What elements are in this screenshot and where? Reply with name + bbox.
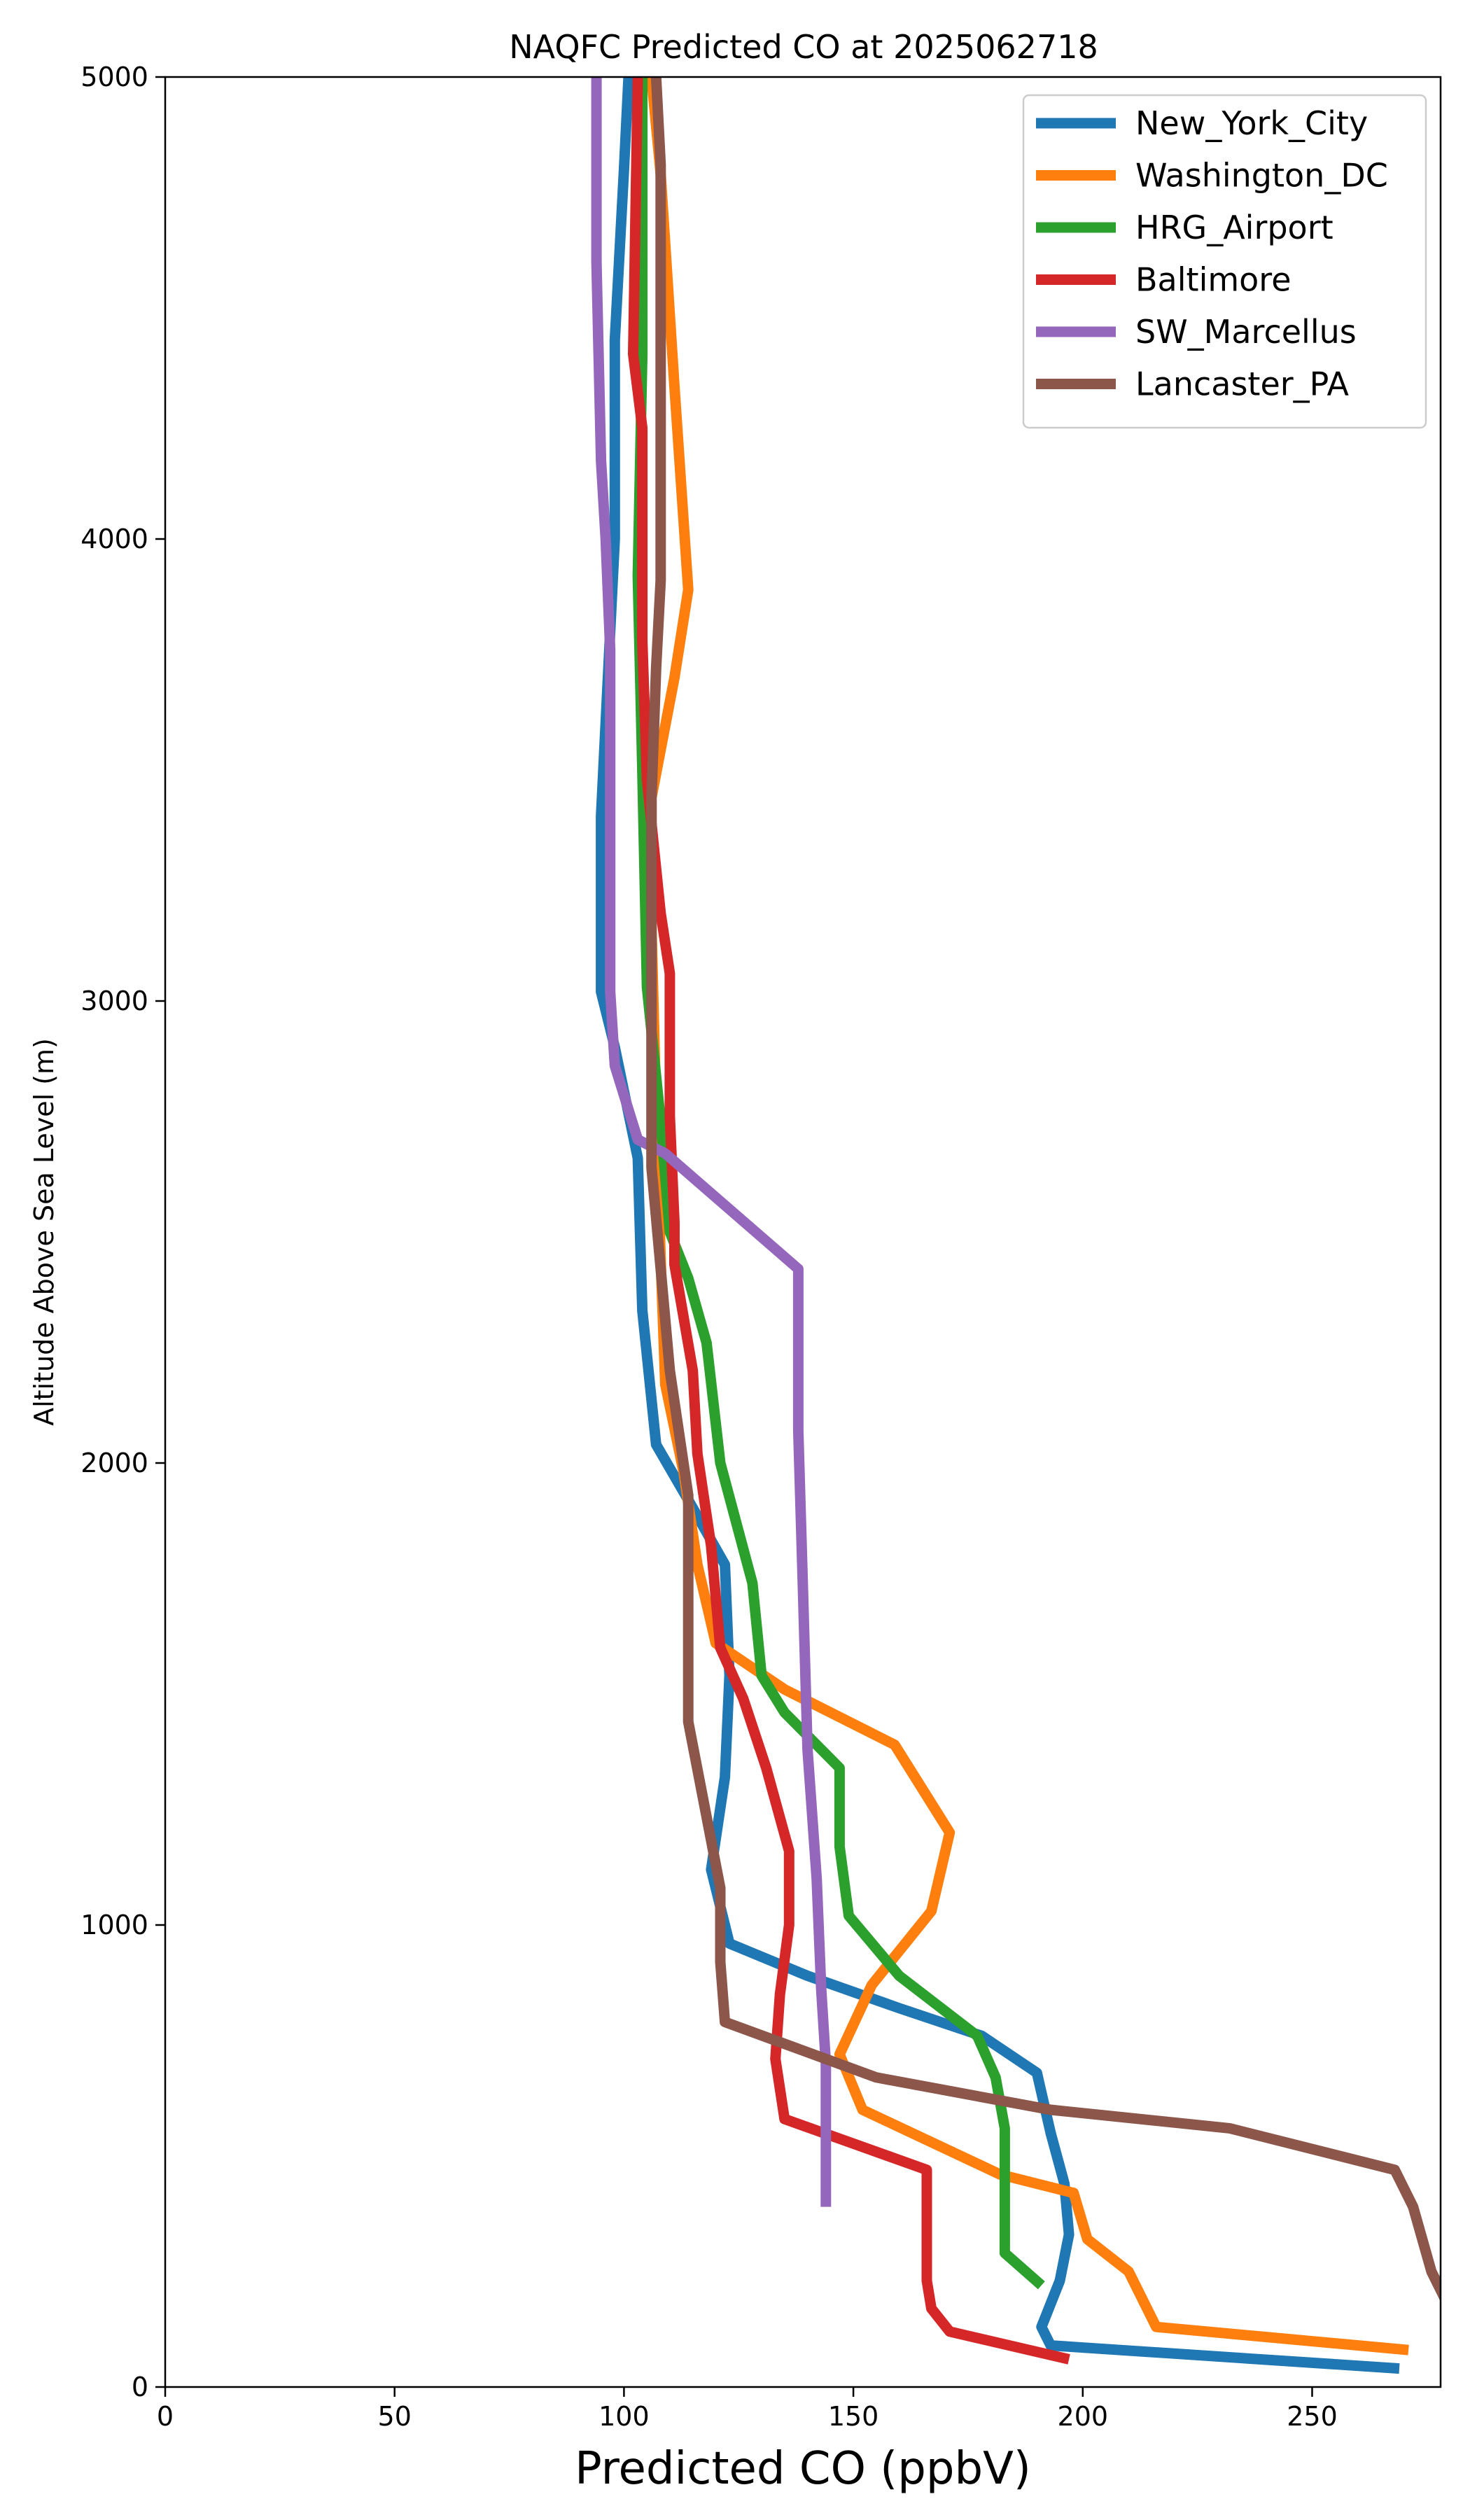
legend-label: New_York_City <box>1135 104 1368 142</box>
series-line-baltimore <box>628 77 1070 2365</box>
y-tick-label: 2000 <box>80 1448 148 1478</box>
chart-title: NAQFC Predicted CO at 2025062718 <box>509 28 1098 66</box>
legend-label: HRG_Airport <box>1135 209 1334 246</box>
x-tick-label: 50 <box>378 2401 412 2432</box>
series-line-sw-marcellus <box>591 77 832 2207</box>
series-lines <box>591 77 1441 2374</box>
legend-label: Baltimore <box>1135 261 1292 299</box>
x-axis: 0 50 100 150 200 250 <box>157 2387 1338 2432</box>
y-tick-label: 1000 <box>80 1910 148 1940</box>
x-axis-label: Predicted CO (ppbV) <box>575 2443 1031 2495</box>
legend-box <box>1022 94 1427 429</box>
x-tick-label: 150 <box>828 2401 879 2432</box>
y-tick-label: 3000 <box>80 986 148 1016</box>
y-tick-label: 4000 <box>80 524 148 554</box>
legend: New_York_City Washington_DC HRG_Airport Bal… <box>1022 94 1427 429</box>
y-tick-label: 0 <box>132 2372 148 2402</box>
x-tick-label: 0 <box>157 2401 174 2432</box>
legend-label: SW_Marcellus <box>1135 313 1357 351</box>
plot-frame <box>164 76 1442 2388</box>
series-line-lancaster-pa <box>646 77 1441 2302</box>
legend-label: Lancaster_PA <box>1135 365 1349 403</box>
series-line-washington-dc <box>646 77 1409 2356</box>
legend-label: Washington_DC <box>1135 157 1388 195</box>
x-tick-label: 100 <box>598 2401 650 2432</box>
y-tick-label: 5000 <box>80 62 148 92</box>
x-tick-label: 250 <box>1287 2401 1338 2432</box>
series-line-hrg-airport <box>632 77 1045 2290</box>
y-axis: 0 1000 2000 3000 4000 5000 <box>80 62 165 2402</box>
y-axis-label: Altitude Above Sea Level (m) <box>29 1038 59 1426</box>
x-tick-label: 200 <box>1058 2401 1109 2432</box>
